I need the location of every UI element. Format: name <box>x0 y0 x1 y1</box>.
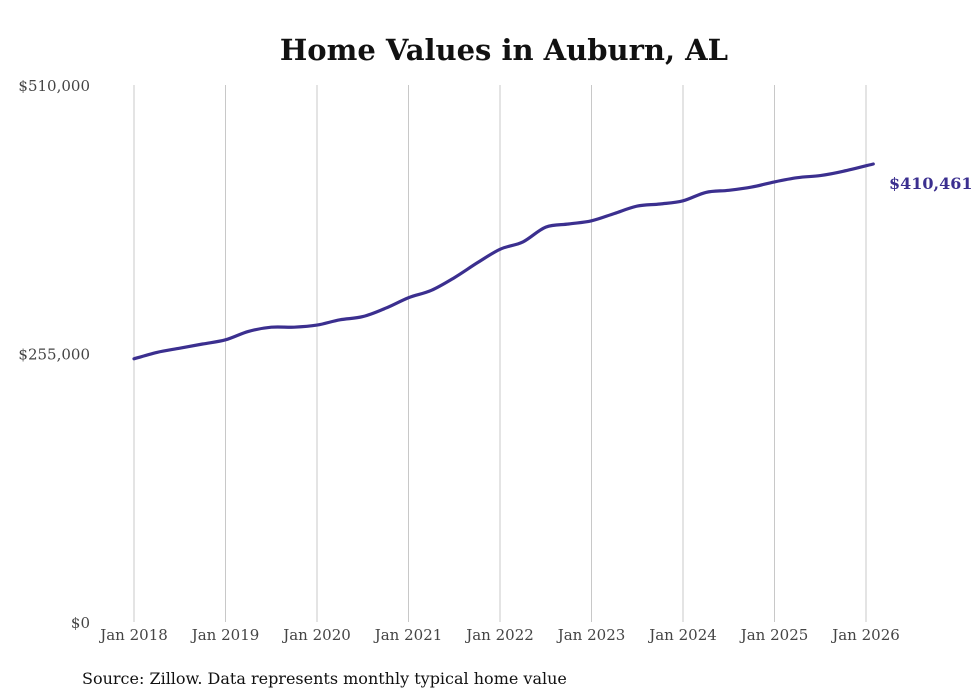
source-note: Source: Zillow. Data represents monthly … <box>82 669 567 688</box>
series-line-home-value <box>132 162 875 361</box>
y-tick-label: $510,000 <box>18 77 90 95</box>
x-tick-label: Jan 2023 <box>556 626 626 644</box>
x-tick-label: Jan 2019 <box>190 626 260 644</box>
y-tick-label: $255,000 <box>18 346 90 364</box>
x-gridlines <box>133 85 867 622</box>
y-tick-label: $0 <box>71 614 90 632</box>
chart-title: Home Values in Auburn, AL <box>280 33 728 67</box>
x-tick-label: Jan 2026 <box>830 626 900 644</box>
x-tick-label: Jan 2022 <box>464 626 534 644</box>
x-tick-label: Jan 2025 <box>739 626 809 644</box>
x-axis-ticks: Jan 2018 Jan 2019 Jan 2020 Jan 2021 Jan 2022… <box>98 626 900 644</box>
x-tick-label: Jan 2018 <box>98 626 168 644</box>
x-tick-label: Jan 2020 <box>281 626 351 644</box>
x-tick-label: Jan 2024 <box>647 626 717 644</box>
end-value-label: $410,461 <box>889 174 973 193</box>
x-tick-label: Jan 2021 <box>373 626 443 644</box>
y-axis-ticks: $0 $255,000 $510,000 <box>18 77 90 632</box>
